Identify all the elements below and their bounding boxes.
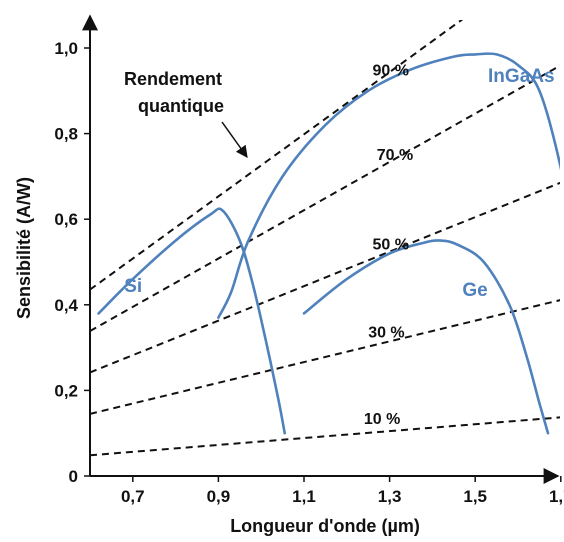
- series-label-ingaas: InGaAs: [488, 66, 555, 87]
- x-tick-label: 1,7: [549, 487, 564, 506]
- x-tick-label: 0,7: [121, 487, 145, 506]
- x-axis-title: Longueur d'onde (µm): [230, 516, 420, 536]
- y-tick-label: 0,2: [54, 381, 78, 400]
- curve-ge: [302, 239, 550, 435]
- efficiency-label-50: 50 %: [372, 237, 408, 254]
- y-tick-label: 0,8: [54, 125, 78, 144]
- annotation-arrow: [221, 121, 248, 158]
- series-label-ge: Ge: [462, 280, 487, 301]
- curve-si: [97, 207, 286, 435]
- annotation-line-2: quantique: [138, 96, 224, 116]
- efficiency-label-10: 10 %: [364, 411, 400, 428]
- efficiency-line-30: [90, 299, 560, 415]
- x-tick-label: 1,1: [292, 487, 316, 506]
- efficiency-label-30: 30 %: [368, 325, 404, 342]
- annotation: Rendement quantique: [124, 69, 248, 158]
- efficiency-label-70: 70 %: [377, 147, 413, 164]
- efficiency-lines: [90, 20, 560, 457]
- efficiency-line-70: [90, 64, 560, 332]
- material-curves: [97, 52, 560, 435]
- axes: [82, 14, 560, 484]
- y-tick-label: 1,0: [54, 39, 78, 58]
- efficiency-line-90: [90, 20, 464, 291]
- curve-ingaas: [217, 52, 560, 319]
- labels: 90 % 70 % 50 % 30 % 10 % Si InGaAs Ge: [124, 63, 554, 429]
- efficiency-label-90: 90 %: [372, 63, 408, 80]
- y-tick-label: 0: [69, 467, 78, 486]
- x-tick-label: 0,9: [207, 487, 231, 506]
- y-axis-title: Sensibilité (A/W): [14, 177, 34, 319]
- series-label-si: Si: [124, 276, 142, 297]
- x-tick-label: 1,5: [463, 487, 487, 506]
- efficiency-line-10: [90, 416, 560, 457]
- efficiency-line-50: [90, 181, 560, 374]
- x-tick-label: 1,3: [378, 487, 402, 506]
- y-tick-label: 0,6: [54, 210, 78, 229]
- y-tick-label: 0,4: [54, 296, 78, 315]
- ticks: 0,7 0,9 1,1 1,3 1,5 1,7 0 0,2 0,4 0,6 0,8 1,0: [54, 39, 564, 506]
- annotation-line-1: Rendement: [124, 69, 222, 89]
